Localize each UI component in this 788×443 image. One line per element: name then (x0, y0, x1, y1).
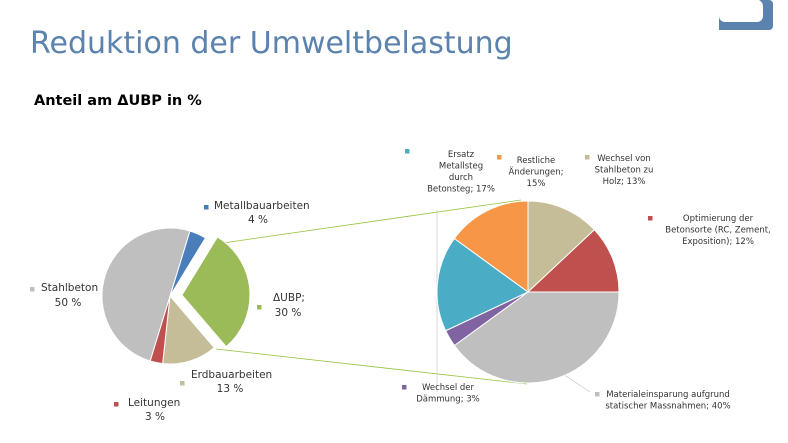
legend-marker (257, 305, 262, 310)
legend-marker (595, 392, 600, 397)
data-label-name: Leitungen (128, 397, 180, 409)
pie-slice-optimierung-der-betonsorte-rc-zement-exposition (526, 228, 620, 293)
pie-slice-ersatz-metallsteg-durch-betonsteg (436, 237, 529, 332)
legend-marker (204, 205, 209, 210)
data-label-value: 4 % (248, 214, 268, 226)
connector-line-top (215, 199, 522, 245)
right-pie (436, 200, 620, 384)
legend-marker (180, 381, 185, 386)
page-title: Reduktion der Umweltbelastung (30, 26, 513, 61)
legend-marker (648, 216, 653, 221)
data-label-value: 13 % (217, 383, 244, 395)
logo-icon (719, 0, 773, 30)
data-label: Ersatz Metallsteg durch Betonsteg; 17% (427, 150, 495, 195)
pie-slice-wechsel-von-stahlbeton-zu-holz (527, 200, 596, 294)
pie-slice-ubp (181, 236, 251, 348)
data-label: Restliche Änderungen; 15% (509, 156, 564, 189)
legend-marker (585, 155, 590, 160)
data-label-value: 50 % (55, 297, 82, 309)
legend-marker (30, 287, 35, 292)
left-pie (101, 227, 251, 365)
pie-slice-stahlbeton (101, 227, 191, 362)
chart-subtitle: Anteil am ΔUBP in % (34, 93, 202, 109)
legend-marker (497, 155, 502, 160)
data-label-name: Metallbauarbeiten (214, 200, 310, 212)
data-label-name: Erdbauarbeiten (191, 369, 272, 381)
data-label-value: 30 % (275, 307, 302, 319)
data-label: Wechsel der Dämmung; 3% (416, 383, 480, 405)
data-label: Wechsel von Stahlbeton zu Holz; 13% (595, 154, 654, 187)
pie-slice-erdbauarbeiten (162, 294, 215, 365)
data-label-name: ΔUBP; (273, 292, 305, 304)
legend-marker (402, 385, 407, 390)
labels: Metallbauarbeiten 4 % ΔUBP; 30 % Erdbauarbei… (30, 149, 771, 423)
data-label: Materialeinsparung aufgrund statischer Ma… (605, 390, 730, 412)
connector-line-bottom (215, 348, 528, 385)
legend-marker (405, 149, 410, 154)
data-label-name: Stahlbeton (41, 282, 98, 294)
data-label-value: 3 % (145, 411, 165, 423)
pie-slice-restliche-nderungen (453, 200, 529, 293)
legend-marker (114, 402, 119, 407)
pie-slice-materialeinsparung-aufgrund-statischer-massnahmen (453, 291, 620, 384)
data-label: Optimierung der Betonsorte (RC, Zement, Ex… (665, 214, 771, 247)
